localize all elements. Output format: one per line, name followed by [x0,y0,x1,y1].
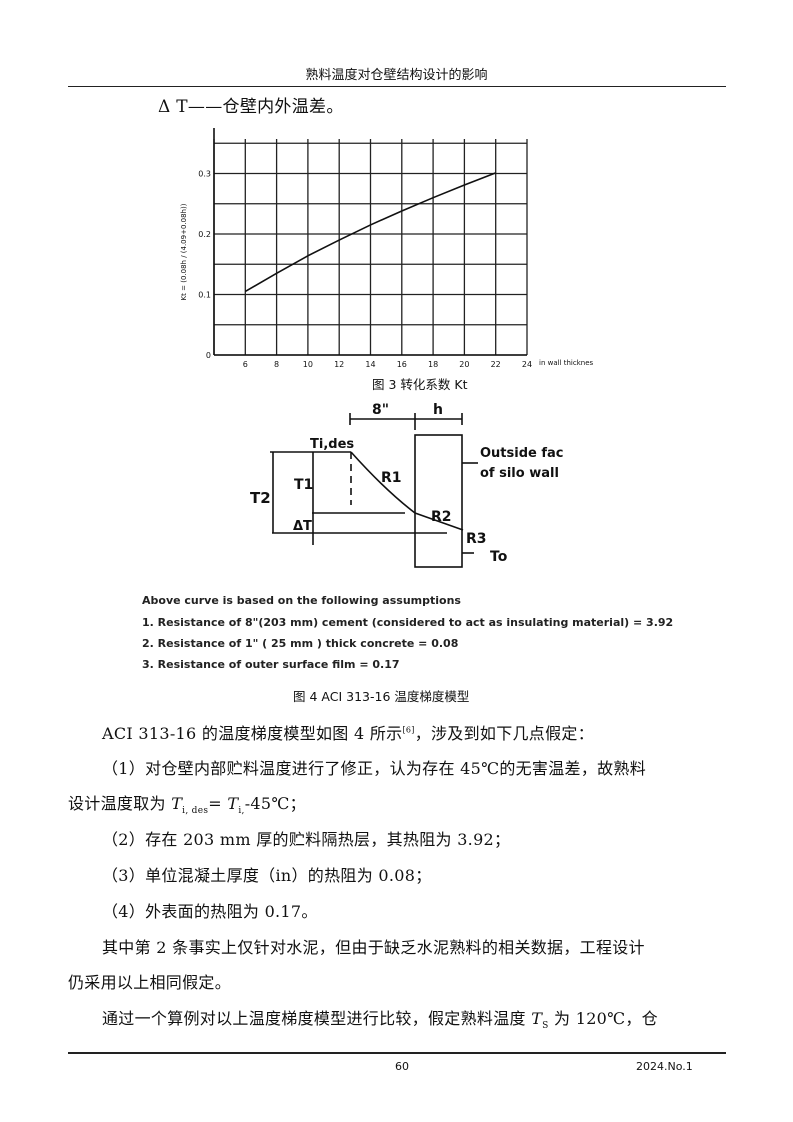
x-tick-label: 16 [397,360,407,369]
label-outside-face-1: Outside fac [480,446,564,461]
x-tick-label: 14 [365,360,375,369]
item-3: （3）单位混凝土厚度（in）的热阻为 0.08； [102,866,432,885]
x-tick-label: 20 [459,360,469,369]
label-outside-face-2: of silo wall [480,466,559,481]
text: = [208,794,228,813]
var-t: T [171,794,183,813]
item-1-line-2: 设计温度取为 Ti, des= Ti,-45℃； [68,790,306,816]
assumption-2: 2. Resistance of 1" ( 25 mm ) thick conc… [142,637,459,650]
text: -45℃； [244,794,306,813]
y-axis-label: Kt = (0.08h / (4.09+0.08h)) [180,203,188,300]
y-tick-label: 0 [206,351,211,360]
text: 为 120℃，仓 [548,1009,658,1028]
assumption-1: 1. Resistance of 8"(203 mm) cement (cons… [142,616,674,629]
label-r1: R1 [381,470,402,486]
citation-ref[interactable]: [6] [402,725,415,735]
sub: S [542,1021,549,1032]
sub: i, [238,806,245,817]
paragraph-2-line-2: 仍采用以上相同假定。 [68,973,232,992]
label-r2: R2 [431,509,452,525]
p1-text-end: ，涉及到如下几点假定： [414,724,594,743]
x-tick-label: 24 [522,360,532,369]
footer-rule [68,1052,726,1054]
r1-curve [350,451,416,514]
figure4-caption: 图 4 ACI 313-16 温度梯度模型 [293,689,470,704]
label-delta-t: ΔT [293,519,312,534]
paragraph-2-line-1: 其中第 2 条事实上仅针对水泥，但由于缺乏水泥熟料的相关数据，工程设计 [102,938,645,957]
var-t: T [227,794,239,813]
x-tick-label: 10 [303,360,313,369]
sub: i, des [182,806,209,817]
running-header: 熟料温度对仓壁结构设计的影响 [305,68,488,83]
y-tick-label: 0.1 [198,290,211,299]
label-t1: T1 [294,477,313,493]
figure3-chart: 6 8 10 12 14 16 18 20 22 24 0 0.1 0.2 0.3 in wall thic… [180,128,594,369]
paragraph-3: 通过一个算例对以上温度梯度模型进行比较，假定熟料温度 TS 为 120℃，仓 [102,1005,658,1031]
paragraph-1: ACI 313-16 的温度梯度模型如图 4 所示[6]，涉及到如下几点假定： [102,720,594,744]
intro-line: Δ T——仓壁内外温差。 [158,97,344,117]
item-4: （4）外表面的热阻为 0.17。 [102,902,318,921]
label-tides: Ti,des [310,437,354,452]
page-number: 60 [395,1060,409,1073]
text: 通过一个算例对以上温度梯度模型进行比较，假定熟料温度 [102,1009,532,1028]
figure3-caption: 图 3 转化系数 Kt [372,377,468,392]
assumptions-title: Above curve is based on the following as… [142,594,461,607]
y-tick-label: 0.3 [198,169,211,178]
label-to: To [490,549,508,565]
figure4-diagram [270,413,478,568]
y-tick-label: 0.2 [198,230,211,239]
p1-text: ACI 313-16 的温度梯度模型如图 4 所示 [102,724,403,743]
label-t2: T2 [250,489,271,507]
x-tick-label: 6 [243,360,248,369]
x-tick-label: 12 [334,360,344,369]
label-h: h [433,402,443,418]
item-1-line-1: （1）对仓壁内部贮料温度进行了修正，认为存在 45℃的无害温差，故熟料 [102,759,647,778]
silo-wall [414,434,463,568]
figure4-labels: 8" h Ti,des T2 T1 ΔT R1 R2 R3 To Outside… [250,402,564,565]
x-tick-label: 18 [428,360,438,369]
text: 设计温度取为 [68,794,172,813]
header-rule [68,86,726,87]
label-8in: 8" [372,402,389,418]
x-tick-label: 8 [274,360,279,369]
x-axis-label: in wall thicknes [539,359,594,367]
item-2: （2）存在 203 mm 厚的贮料隔热层，其热阻为 3.92； [102,830,511,849]
x-tick-label: 22 [491,360,501,369]
r2-line [414,512,464,531]
label-r3: R3 [466,531,487,547]
var-t: T [531,1009,543,1028]
issue-label: 2024.No.1 [636,1060,693,1073]
assumption-3: 3. Resistance of outer surface film = 0.… [142,658,400,671]
